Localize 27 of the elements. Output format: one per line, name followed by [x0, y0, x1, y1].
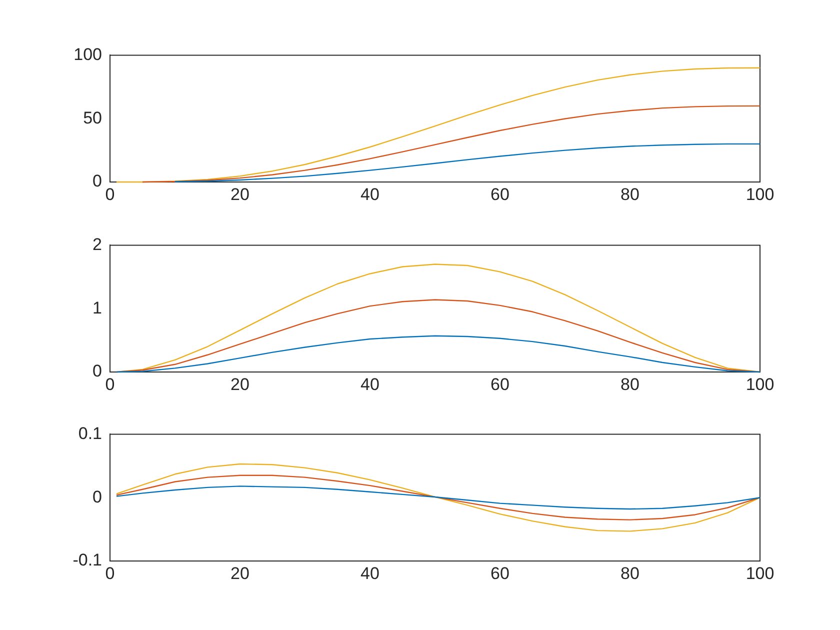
y-tick-label: 2 — [92, 234, 102, 254]
x-tick-label: 80 — [620, 184, 640, 204]
x-tick-label: 100 — [746, 564, 774, 583]
x-tick-label: 80 — [620, 374, 640, 394]
y-tick-label: 100 — [74, 44, 102, 64]
y-tick-label: 0 — [92, 172, 102, 191]
x-tick-label: 100 — [746, 374, 774, 394]
y-tick-label: 0.1 — [78, 424, 102, 443]
x-tick-label: 0 — [105, 374, 115, 394]
y-tick-label: 1 — [92, 298, 102, 318]
x-tick-label: 80 — [620, 564, 640, 583]
x-tick-label: 60 — [490, 184, 510, 204]
x-tick-label: 20 — [230, 184, 250, 204]
x-tick-label: 20 — [230, 564, 250, 583]
x-tick-label: 60 — [490, 564, 510, 583]
x-tick-label: 100 — [746, 184, 774, 204]
x-tick-label: 40 — [360, 184, 380, 204]
y-tick-label: 0 — [92, 362, 102, 381]
x-tick-label: 40 — [360, 374, 380, 394]
x-tick-label: 0 — [105, 564, 115, 583]
y-tick-label: 0 — [92, 487, 102, 506]
y-tick-label: 50 — [83, 108, 102, 128]
x-tick-label: 20 — [230, 374, 250, 394]
x-tick-label: 40 — [360, 564, 380, 583]
x-tick-label: 60 — [490, 374, 510, 394]
x-tick-label: 0 — [105, 184, 115, 204]
y-tick-label: -0.1 — [72, 550, 102, 570]
